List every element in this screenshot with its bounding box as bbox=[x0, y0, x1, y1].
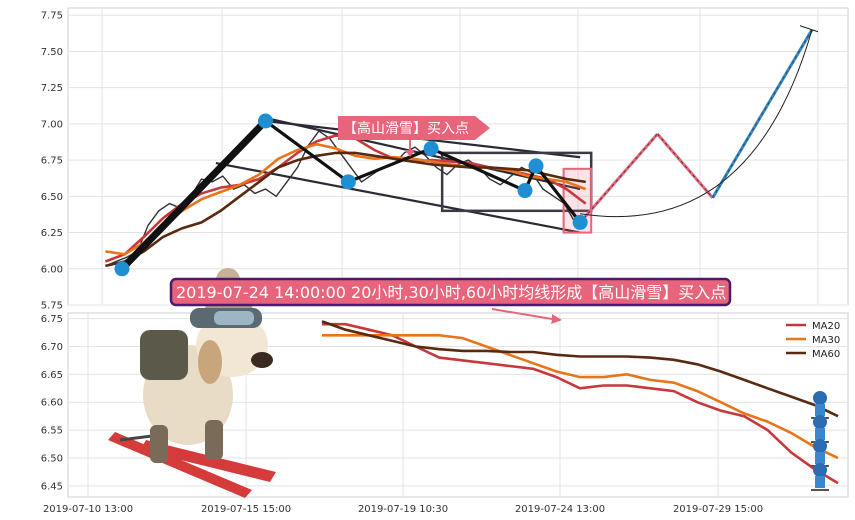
projection-centerline bbox=[579, 133, 658, 223]
x-tick: 2019-07-15 15:00 bbox=[201, 504, 291, 515]
zigzag-segment bbox=[263, 119, 350, 184]
ma-y-tick: 6.60 bbox=[41, 398, 63, 409]
zigzag-segment bbox=[429, 146, 527, 193]
dog-ear bbox=[198, 340, 222, 384]
pivot-marker bbox=[114, 261, 130, 277]
banner-box bbox=[169, 277, 732, 307]
ma-line-ma60 bbox=[321, 320, 839, 418]
annotation-pointer-head bbox=[405, 150, 415, 157]
skier-stack-icons bbox=[811, 391, 829, 491]
price-y-tick: 7.75 bbox=[41, 11, 63, 22]
zigzag-segment bbox=[118, 117, 270, 273]
buy-point-annotation: 【高山滑雪】买入点 bbox=[338, 116, 490, 157]
ma-lines bbox=[321, 320, 839, 485]
ma-y-tick: 6.45 bbox=[41, 481, 63, 492]
ma-y-tick: 6.50 bbox=[41, 453, 63, 464]
price-y-tick: 6.00 bbox=[41, 264, 63, 275]
price-y-tick: 7.00 bbox=[41, 119, 63, 130]
projection-series bbox=[579, 25, 819, 224]
annotation-arrow-box bbox=[338, 116, 490, 140]
pivot-marker bbox=[572, 214, 588, 230]
price-y-tick: 6.75 bbox=[41, 156, 63, 167]
legend-label-ma60: MA60 bbox=[812, 349, 840, 360]
pivot-marker bbox=[258, 113, 274, 129]
goggles-lens bbox=[214, 311, 254, 325]
x-tick: 2019-07-10 13:00 bbox=[43, 504, 133, 515]
price-y-tick: 6.25 bbox=[41, 228, 63, 239]
projection-centerline bbox=[657, 133, 714, 199]
price-panel: 5.75 6.00 6.25 6.50 6.75 7.00 7.25 7.50 7.75 【高山… bbox=[41, 7, 849, 312]
annotation-label: 【高山滑雪】买入点 bbox=[343, 120, 469, 137]
ski-right bbox=[140, 440, 276, 482]
pivot-marker bbox=[340, 174, 356, 190]
trend-line bbox=[215, 161, 581, 234]
price-y-tick: 7.50 bbox=[41, 47, 63, 58]
pivot-marker bbox=[517, 183, 533, 199]
ma-line-ma20 bbox=[322, 322, 839, 485]
price-y-tick-labels: 5.75 6.00 6.25 6.50 6.75 7.00 7.25 7.50 7.75 bbox=[41, 11, 63, 312]
price-y-tick: 6.50 bbox=[41, 192, 63, 203]
dog-backpack bbox=[140, 330, 188, 380]
legend-label-ma20: MA20 bbox=[812, 321, 840, 332]
dog-nose bbox=[251, 352, 273, 368]
banner-pointer bbox=[492, 308, 562, 324]
x-tick: 2019-07-19 10:30 bbox=[358, 504, 448, 515]
legend-label-ma30: MA30 bbox=[812, 335, 840, 346]
ma-y-tick: 6.55 bbox=[41, 426, 63, 437]
x-tick: 2019-07-24 13:00 bbox=[515, 504, 605, 515]
projection-curve bbox=[580, 29, 813, 218]
zigzag-segment bbox=[346, 146, 433, 184]
ma-y-tick: 6.70 bbox=[41, 342, 63, 353]
ma-y-tick-labels: 6.45 6.50 6.55 6.60 6.65 6.70 6.75 bbox=[41, 314, 63, 492]
pivot-markers bbox=[114, 113, 588, 277]
price-plot-area bbox=[67, 7, 849, 306]
signal-banner: 2019-07-24 14:00:00 20小时,30小时,60小时均线形成【高… bbox=[169, 277, 732, 324]
price-y-tick: 5.75 bbox=[41, 301, 63, 312]
legend: MA20 MA30 MA60 bbox=[786, 321, 840, 360]
price-y-tick: 7.25 bbox=[41, 83, 63, 94]
zigzag-segment bbox=[534, 164, 582, 225]
dog-leg-right bbox=[205, 420, 223, 460]
pivot-marker bbox=[528, 158, 544, 174]
ma-y-tick: 6.65 bbox=[41, 370, 63, 381]
projection-centerline bbox=[712, 29, 813, 199]
projection-tip bbox=[799, 25, 819, 33]
banner-text: 2019-07-24 14:00:00 20小时,30小时,60小时均线形成【高… bbox=[176, 283, 726, 302]
pivot-marker bbox=[423, 141, 439, 157]
x-tick-labels: 2019-07-10 13:00 2019-07-15 15:00 2019-07-… bbox=[43, 504, 763, 515]
skiing-dog-illustration bbox=[108, 268, 276, 498]
price-ma-line bbox=[105, 151, 586, 268]
ma-line-ma30 bbox=[322, 334, 839, 460]
ma-y-tick: 6.75 bbox=[41, 314, 63, 325]
dog-leg-left bbox=[150, 425, 168, 463]
x-tick: 2019-07-29 15:00 bbox=[673, 504, 763, 515]
